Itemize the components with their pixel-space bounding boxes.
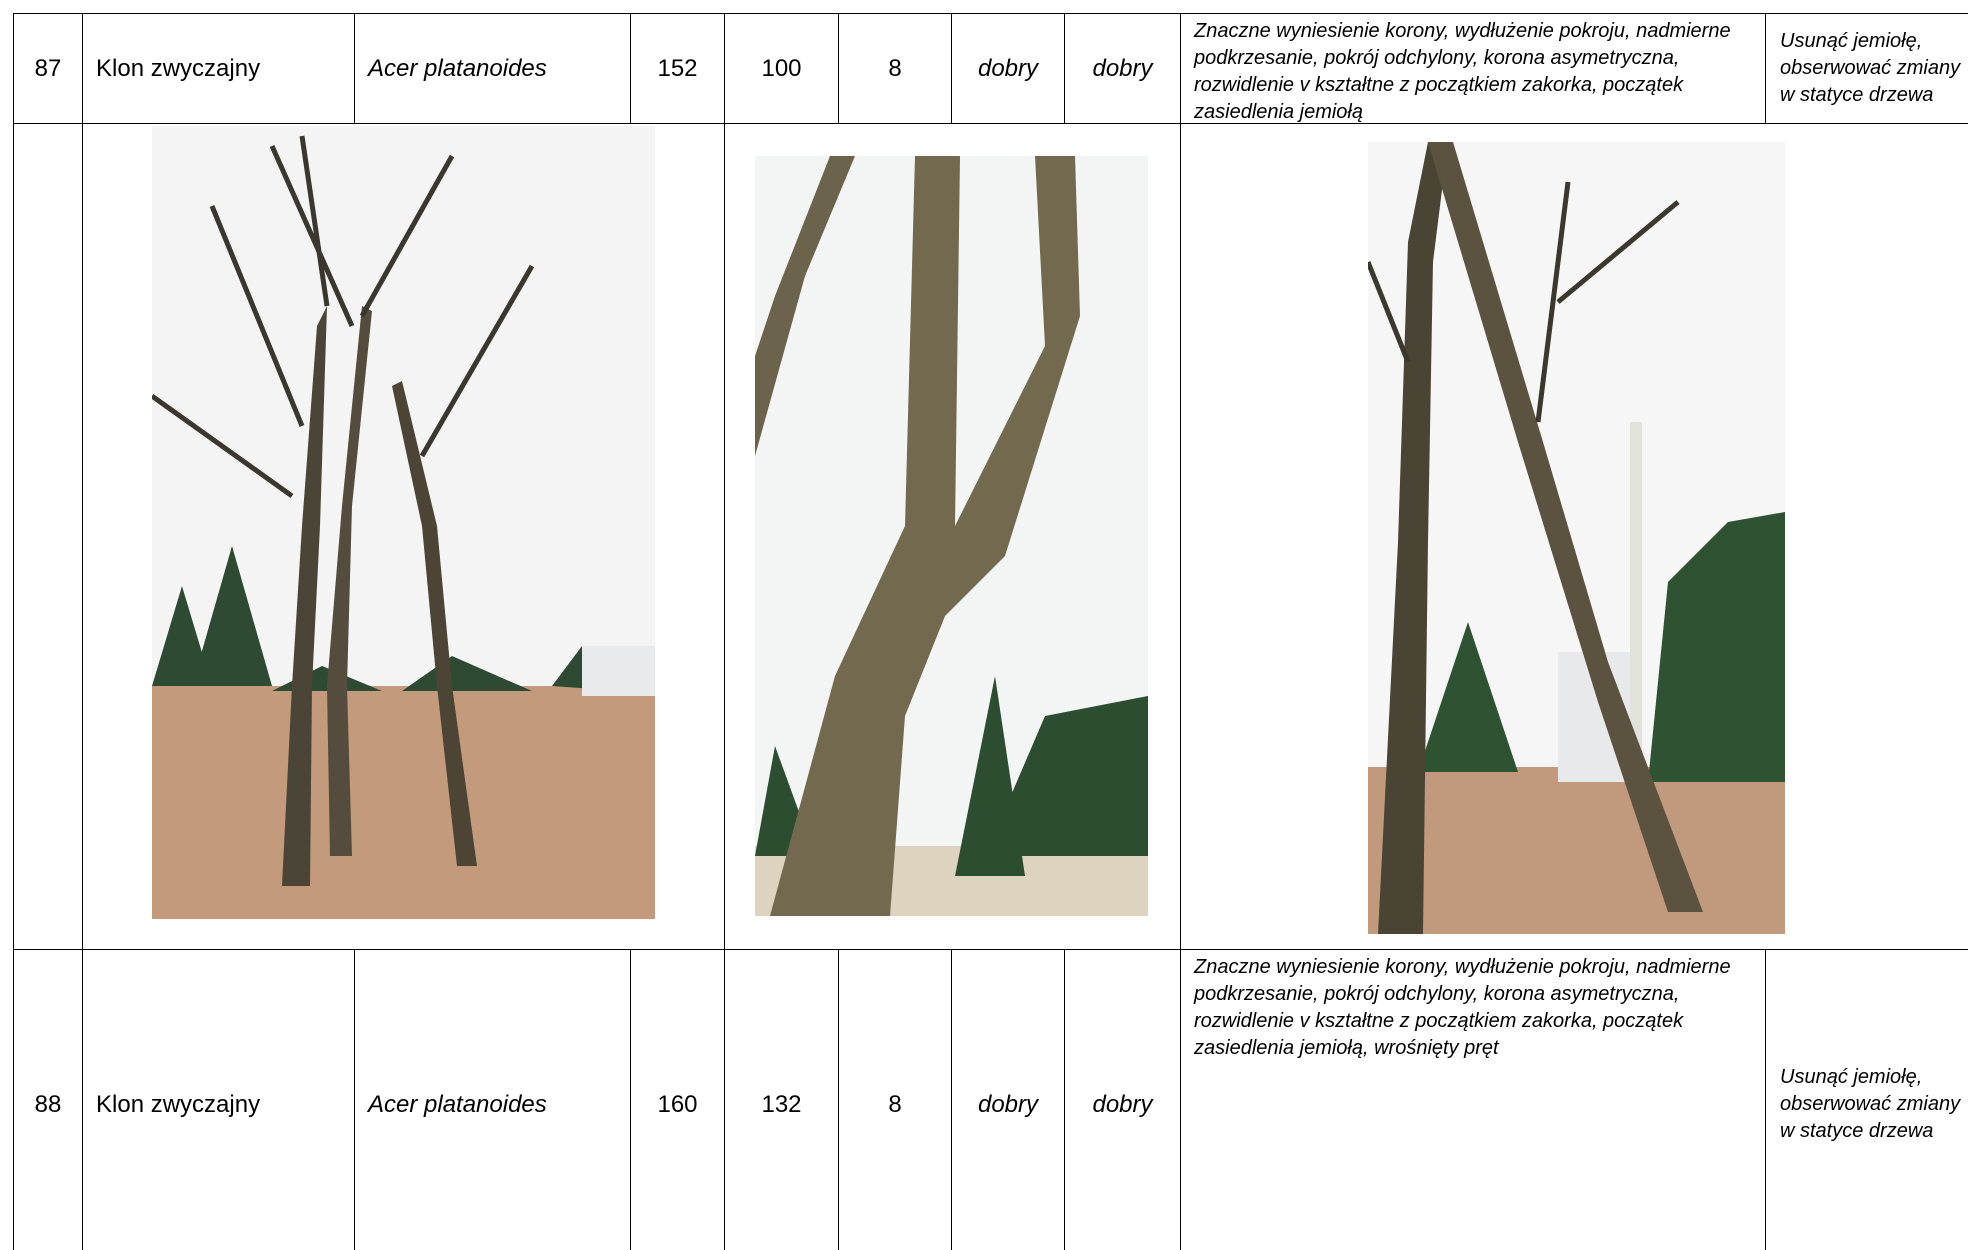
latin-name: Acer platanoides xyxy=(368,55,547,82)
height: 8 xyxy=(888,1091,902,1118)
circumference: 152 xyxy=(657,55,698,82)
tree-number: 88 xyxy=(34,1091,62,1118)
table-cell: Znaczne wyniesienie korony, wydłużenie p… xyxy=(1180,13,1765,123)
diameter: 132 xyxy=(761,1091,802,1118)
condition: dobry xyxy=(1092,1091,1153,1118)
description: Znaczne wyniesienie korony, wydłużenie p… xyxy=(1194,956,1731,1059)
photo-cell xyxy=(82,123,724,949)
tree-photo xyxy=(755,156,1148,916)
photo-cell xyxy=(1180,123,1968,949)
table-cell: 100 xyxy=(724,13,838,123)
recommendation: Usunąć jemiołę, obserwować zmiany w stat… xyxy=(1780,1066,1961,1142)
height: 8 xyxy=(888,55,902,82)
table-cell: dobry xyxy=(951,949,1064,1250)
circumference: 160 xyxy=(657,1091,698,1118)
table-cell: 152 xyxy=(630,13,724,123)
table-cell: Klon zwyczajny xyxy=(82,949,354,1250)
condition: dobry xyxy=(977,1091,1039,1118)
table-cell: dobry xyxy=(1064,949,1180,1250)
species-name: Klon zwyczajny xyxy=(96,1091,261,1118)
diameter: 100 xyxy=(761,55,802,82)
table-cell: 8 xyxy=(838,949,951,1250)
table-cell: dobry xyxy=(951,13,1064,123)
tree-number: 87 xyxy=(34,55,62,82)
table-cell: 132 xyxy=(724,949,838,1250)
table-cell: Usunąć jemiołę, obserwować zmiany w stat… xyxy=(1765,949,1968,1250)
photo-cell xyxy=(724,123,1180,949)
condition: dobry xyxy=(977,55,1039,82)
species-name: Klon zwyczajny xyxy=(96,55,261,82)
table-cell: Znaczne wyniesienie korony, wydłużenie p… xyxy=(1180,949,1765,1250)
table-cell: 160 xyxy=(630,949,724,1250)
description: Znaczne wyniesienie korony, wydłużenie p… xyxy=(1194,20,1731,123)
photo-row-cell xyxy=(13,123,82,949)
table-cell: Acer platanoides xyxy=(354,13,630,123)
table-cell: 8 xyxy=(838,13,951,123)
latin-name: Acer platanoides xyxy=(368,1091,547,1118)
recommendation: Usunąć jemiołę, obserwować zmiany w stat… xyxy=(1780,30,1961,106)
table-cell: Klon zwyczajny xyxy=(82,13,354,123)
table-cell: 87 xyxy=(13,13,82,123)
table-cell: dobry xyxy=(1064,13,1180,123)
table-cell: Usunąć jemiołę, obserwować zmiany w stat… xyxy=(1765,13,1968,123)
condition: dobry xyxy=(1092,55,1153,82)
table-cell: 88 xyxy=(13,949,82,1250)
table-cell: Acer platanoides xyxy=(354,949,630,1250)
tree-photo xyxy=(1368,142,1785,934)
tree-photo xyxy=(152,126,655,919)
